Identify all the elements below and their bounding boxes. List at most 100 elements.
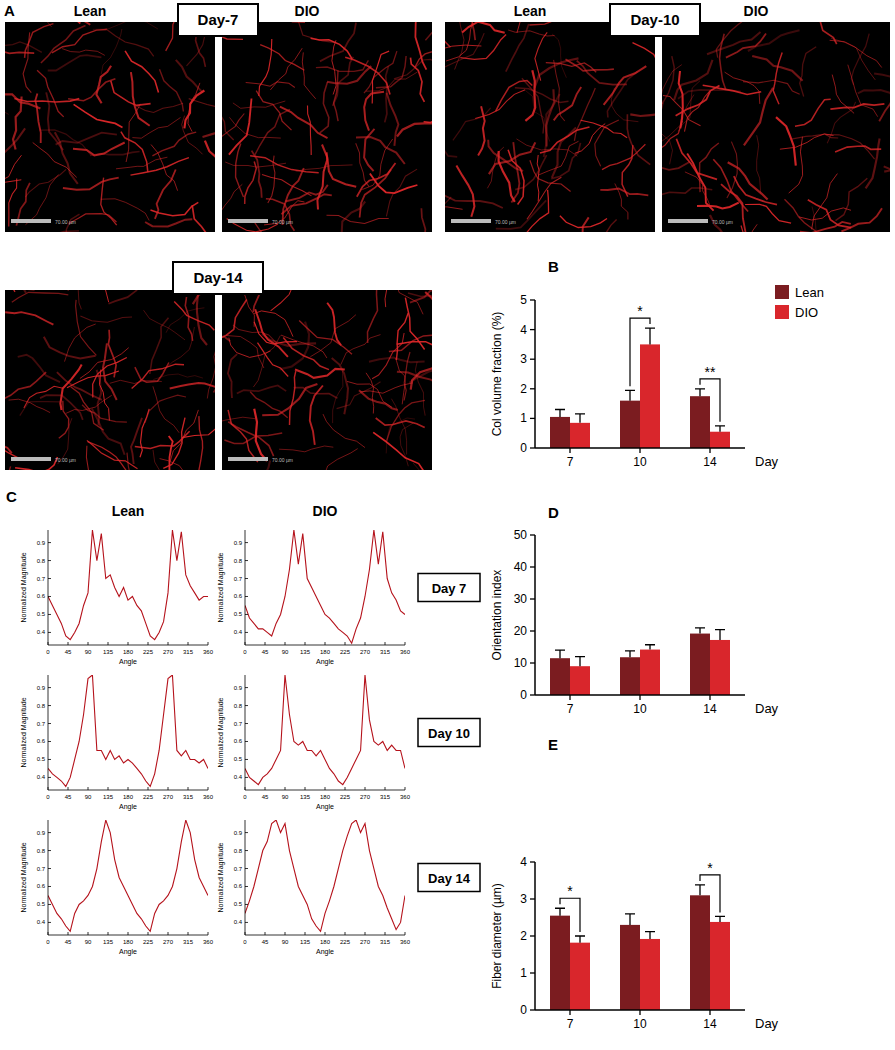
fiber <box>800 222 851 232</box>
fiber <box>741 226 768 233</box>
line <box>48 820 208 931</box>
bars <box>550 628 730 695</box>
error-bar <box>715 426 725 432</box>
x-tick-label: 0 <box>243 649 247 655</box>
fibers <box>222 22 432 232</box>
y-tick <box>530 329 535 330</box>
fiber <box>24 386 63 408</box>
fiber <box>546 89 554 146</box>
fiber <box>633 43 656 83</box>
error-bar <box>695 885 705 895</box>
fiber <box>63 178 119 190</box>
fiber <box>884 166 890 172</box>
panel-letter: D <box>548 504 559 521</box>
fiber <box>150 318 169 374</box>
fiber <box>82 405 127 422</box>
x-tick-label: 180 <box>123 649 134 655</box>
x-tick-label: 135 <box>103 649 114 655</box>
fiber <box>37 70 64 117</box>
bar <box>710 922 730 1010</box>
y-axis-label: Orientation index <box>490 570 504 661</box>
y-tick-label: 3 <box>520 352 527 366</box>
x-tick <box>188 787 189 790</box>
fiber <box>12 292 69 302</box>
x-tick <box>305 932 306 935</box>
y-tick <box>245 850 248 851</box>
fiber <box>662 56 674 109</box>
row-box <box>418 864 480 892</box>
fiber <box>364 92 384 131</box>
fiber <box>222 417 255 423</box>
fiber <box>830 104 884 109</box>
y-tick-label: 0.8 <box>234 703 243 709</box>
fiber <box>334 71 339 122</box>
y-tick <box>48 868 51 869</box>
y-tick-label: 10 <box>514 656 528 670</box>
bar <box>550 417 570 448</box>
error-bar <box>645 328 655 344</box>
fiber <box>68 79 115 101</box>
y-tick <box>245 777 248 778</box>
group-label: DIO <box>295 3 320 19</box>
x-tick-label: 135 <box>300 939 311 945</box>
scale-bar <box>451 219 491 223</box>
fiber <box>456 165 474 216</box>
x-tick-label: 0 <box>46 649 50 655</box>
fiber <box>575 124 606 154</box>
fiber <box>697 203 739 209</box>
x-tick-label: 135 <box>300 794 311 800</box>
fibers <box>5 22 215 232</box>
x-tick-label: 0 <box>243 939 247 945</box>
x-tick <box>148 932 149 935</box>
y-tick <box>530 972 535 973</box>
y-axis-label: Fiber diameter (µm) <box>490 883 504 989</box>
fiber <box>733 224 757 232</box>
fiber <box>370 174 418 194</box>
y-tick <box>48 886 51 887</box>
x-tick <box>709 1010 710 1015</box>
fiber <box>5 312 53 325</box>
y-tick <box>48 832 51 833</box>
x-tick <box>365 642 366 645</box>
fiber <box>748 30 800 51</box>
fibers <box>5 290 215 470</box>
x-tick-label: 225 <box>340 939 351 945</box>
x-tick-label: 225 <box>143 649 154 655</box>
fiber <box>841 208 882 231</box>
y-axis-label: Col volume fraction (%) <box>490 312 504 437</box>
fiber <box>800 47 817 97</box>
fiber <box>151 202 199 215</box>
fiber <box>5 50 34 54</box>
fiber <box>228 410 258 462</box>
y-tick-label: 2 <box>520 929 527 943</box>
fiber <box>5 290 15 295</box>
bar <box>570 423 590 448</box>
x-tick <box>188 642 189 645</box>
fiber <box>262 175 312 196</box>
fiber <box>744 88 773 146</box>
fiber <box>228 354 237 398</box>
x-tick-label: 270 <box>163 649 174 655</box>
fiber <box>776 117 796 166</box>
fiber <box>152 132 196 156</box>
y-tick-label: 0.6 <box>234 883 243 889</box>
x-tick-label: 270 <box>163 939 174 945</box>
significance-bracket <box>630 318 650 386</box>
fiber <box>29 231 80 232</box>
y-tick-label: 0.6 <box>234 738 243 744</box>
fiber <box>245 162 257 204</box>
fiber <box>391 290 423 314</box>
x-tick <box>285 932 286 935</box>
fiber <box>630 114 655 122</box>
x-tick <box>365 787 366 790</box>
fiber <box>160 459 213 470</box>
bar <box>550 916 570 1010</box>
scale-bar-label: 70.00 µm <box>272 219 293 225</box>
fiber <box>145 219 192 226</box>
fiber <box>227 336 264 369</box>
fiber <box>36 22 52 27</box>
y-tick <box>48 578 51 579</box>
x-tick-label: 360 <box>400 649 411 655</box>
y-tick-label: 0.9 <box>234 540 243 546</box>
x-tick-label: 180 <box>123 939 134 945</box>
